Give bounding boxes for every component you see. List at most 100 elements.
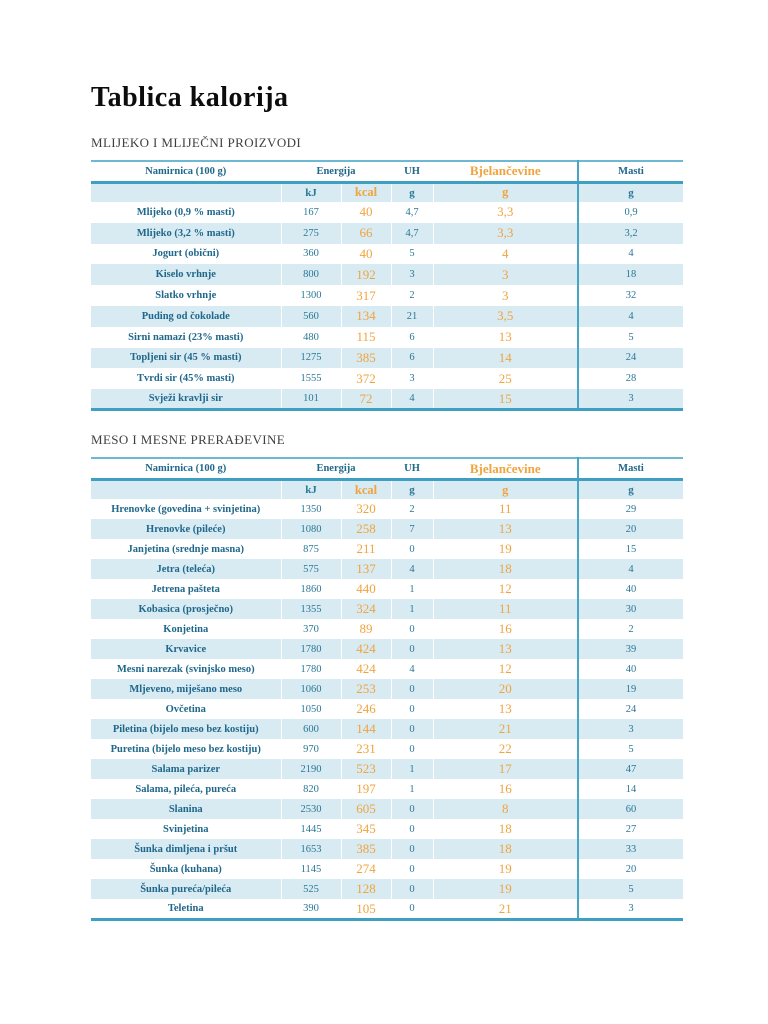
- cell-kcal: 89: [341, 619, 392, 640]
- cell-bjel: 16: [433, 619, 579, 640]
- cell-uh: 0: [391, 539, 434, 560]
- section-heading-meat: MESO I MESNE PRERAĐEVINE: [91, 432, 286, 448]
- table-row: Sirni namazi (23% masti) 480 115 6 13 5: [91, 326, 684, 348]
- cell-bjel: 11: [433, 499, 579, 520]
- cell-name: Šunka dimljena i pršut: [91, 839, 282, 860]
- table-row: Salama parizer 2190 523 1 17 47: [91, 759, 684, 780]
- cell-kj: 1445: [281, 819, 342, 840]
- cell-kcal: 317: [341, 285, 392, 306]
- cell-name: Slanina: [91, 799, 282, 820]
- table-row: Hrenovke (pileće) 1080 258 7 13 20: [91, 519, 684, 540]
- cell-kj: 2530: [281, 799, 342, 820]
- cell-masti: 24: [577, 699, 684, 720]
- cell-masti: 40: [577, 579, 684, 600]
- cell-name: Jogurt (obični): [91, 243, 282, 265]
- cell-kcal: 66: [341, 222, 392, 244]
- page-title: Tablica kalorija: [91, 82, 289, 113]
- cell-name: Ovčetina: [91, 699, 282, 720]
- cell-kcal: 137: [341, 559, 392, 580]
- cell-masti: 39: [577, 639, 684, 660]
- cell-kj: 600: [281, 719, 342, 740]
- cell-uh: 4,7: [391, 222, 434, 244]
- cell-kj: 1300: [281, 285, 342, 306]
- cell-uh: 4: [391, 659, 434, 680]
- cell-kcal: 105: [341, 899, 392, 920]
- cell-kcal: 372: [341, 368, 392, 390]
- cell-kcal: 40: [341, 243, 392, 265]
- table-row: Puretina (bijelo meso bez kostiju) 970 231…: [91, 739, 684, 760]
- table-row: Jogurt (obični) 360 40 5 4 4: [91, 243, 684, 265]
- cell-bjel: 16: [433, 779, 579, 800]
- column-header-bjelancevine: Bjelančevine: [433, 458, 579, 481]
- cell-bjel: 21: [433, 899, 579, 920]
- cell-uh: 0: [391, 719, 434, 740]
- table-row: Jetrena pašteta 1860 440 1 12 40: [91, 579, 684, 600]
- cell-name: Jetra (teleća): [91, 559, 282, 580]
- cell-uh: 4: [391, 389, 434, 410]
- cell-masti: 5: [577, 879, 684, 900]
- cell-kcal: 274: [341, 859, 392, 880]
- cell-uh: 6: [391, 347, 434, 369]
- cell-kcal: 211: [341, 539, 392, 560]
- cell-bjel: 13: [433, 639, 579, 660]
- table-row: Jetra (teleća) 575 137 4 18 4: [91, 559, 684, 580]
- cell-kj: 480: [281, 326, 342, 348]
- table-row: Slatko vrhnje 1300 317 2 3 32: [91, 285, 684, 306]
- cell-uh: 0: [391, 619, 434, 640]
- cell-uh: 21: [391, 305, 434, 327]
- cell-masti: 20: [577, 519, 684, 540]
- cell-name: Šunka (kuhana): [91, 859, 282, 880]
- cell-masti: 3: [577, 389, 684, 410]
- table-row: Topljeni sir (45 % masti) 1275 385 6 14 24: [91, 347, 684, 369]
- cell-uh: 1: [391, 759, 434, 780]
- column-header-masti: Masti: [577, 458, 684, 481]
- cell-masti: 4: [577, 305, 684, 327]
- unit-kcal: kcal: [341, 182, 392, 202]
- cell-uh: 1: [391, 599, 434, 620]
- cell-masti: 27: [577, 819, 684, 840]
- unit-row: kJ kcal g g g: [91, 479, 684, 500]
- cell-name: Hrenovke (govedina + svinjetina): [91, 499, 282, 520]
- cell-kj: 1860: [281, 579, 342, 600]
- cell-kj: 820: [281, 779, 342, 800]
- cell-bjel: 13: [433, 519, 579, 540]
- meat-table-body: Hrenovke (govedina + svinjetina) 1350 320 2…: [91, 499, 684, 920]
- cell-kcal: 231: [341, 739, 392, 760]
- cell-bjel: 22: [433, 739, 579, 760]
- cell-kj: 360: [281, 243, 342, 265]
- cell-kcal: 324: [341, 599, 392, 620]
- cell-uh: 0: [391, 839, 434, 860]
- cell-bjel: 11: [433, 599, 579, 620]
- table-row: Mlijeko (3,2 % masti) 275 66 4,7 3,3 3,2: [91, 222, 684, 244]
- cell-kj: 1145: [281, 859, 342, 880]
- cell-kcal: 320: [341, 499, 392, 520]
- cell-bjel: 17: [433, 759, 579, 780]
- unit-row: kJ kcal g g g: [91, 182, 684, 202]
- cell-masti: 5: [577, 326, 684, 348]
- column-header-namirnica: Namirnica (100 g): [91, 458, 282, 481]
- column-header-row: Namirnica (100 g) Energija UH Bjelančevi…: [91, 161, 684, 184]
- cell-kcal: 258: [341, 519, 392, 540]
- cell-bjel: 3: [433, 285, 579, 306]
- cell-kcal: 128: [341, 879, 392, 900]
- cell-kj: 525: [281, 879, 342, 900]
- table-row: Svježi kravlji sir 101 72 4 15 3: [91, 389, 684, 410]
- cell-kcal: 605: [341, 799, 392, 820]
- cell-bjel: 12: [433, 579, 579, 600]
- cell-masti: 14: [577, 779, 684, 800]
- cell-uh: 0: [391, 679, 434, 700]
- cell-name: Krvavice: [91, 639, 282, 660]
- cell-uh: 2: [391, 285, 434, 306]
- table-row: Slanina 2530 605 0 8 60: [91, 799, 684, 820]
- table-row: Šunka dimljena i pršut 1653 385 0 18 33: [91, 839, 684, 860]
- table-row: Kobasica (prosječno) 1355 324 1 11 30: [91, 599, 684, 620]
- unit-kcal: kcal: [341, 479, 392, 500]
- unit-empty: [91, 182, 282, 202]
- cell-kcal: 424: [341, 639, 392, 660]
- cell-kcal: 345: [341, 819, 392, 840]
- table-row: Janjetina (srednje masna) 875 211 0 19 15: [91, 539, 684, 560]
- cell-kj: 1780: [281, 639, 342, 660]
- cell-kj: 1080: [281, 519, 342, 540]
- cell-bjel: 13: [433, 699, 579, 720]
- cell-kcal: 523: [341, 759, 392, 780]
